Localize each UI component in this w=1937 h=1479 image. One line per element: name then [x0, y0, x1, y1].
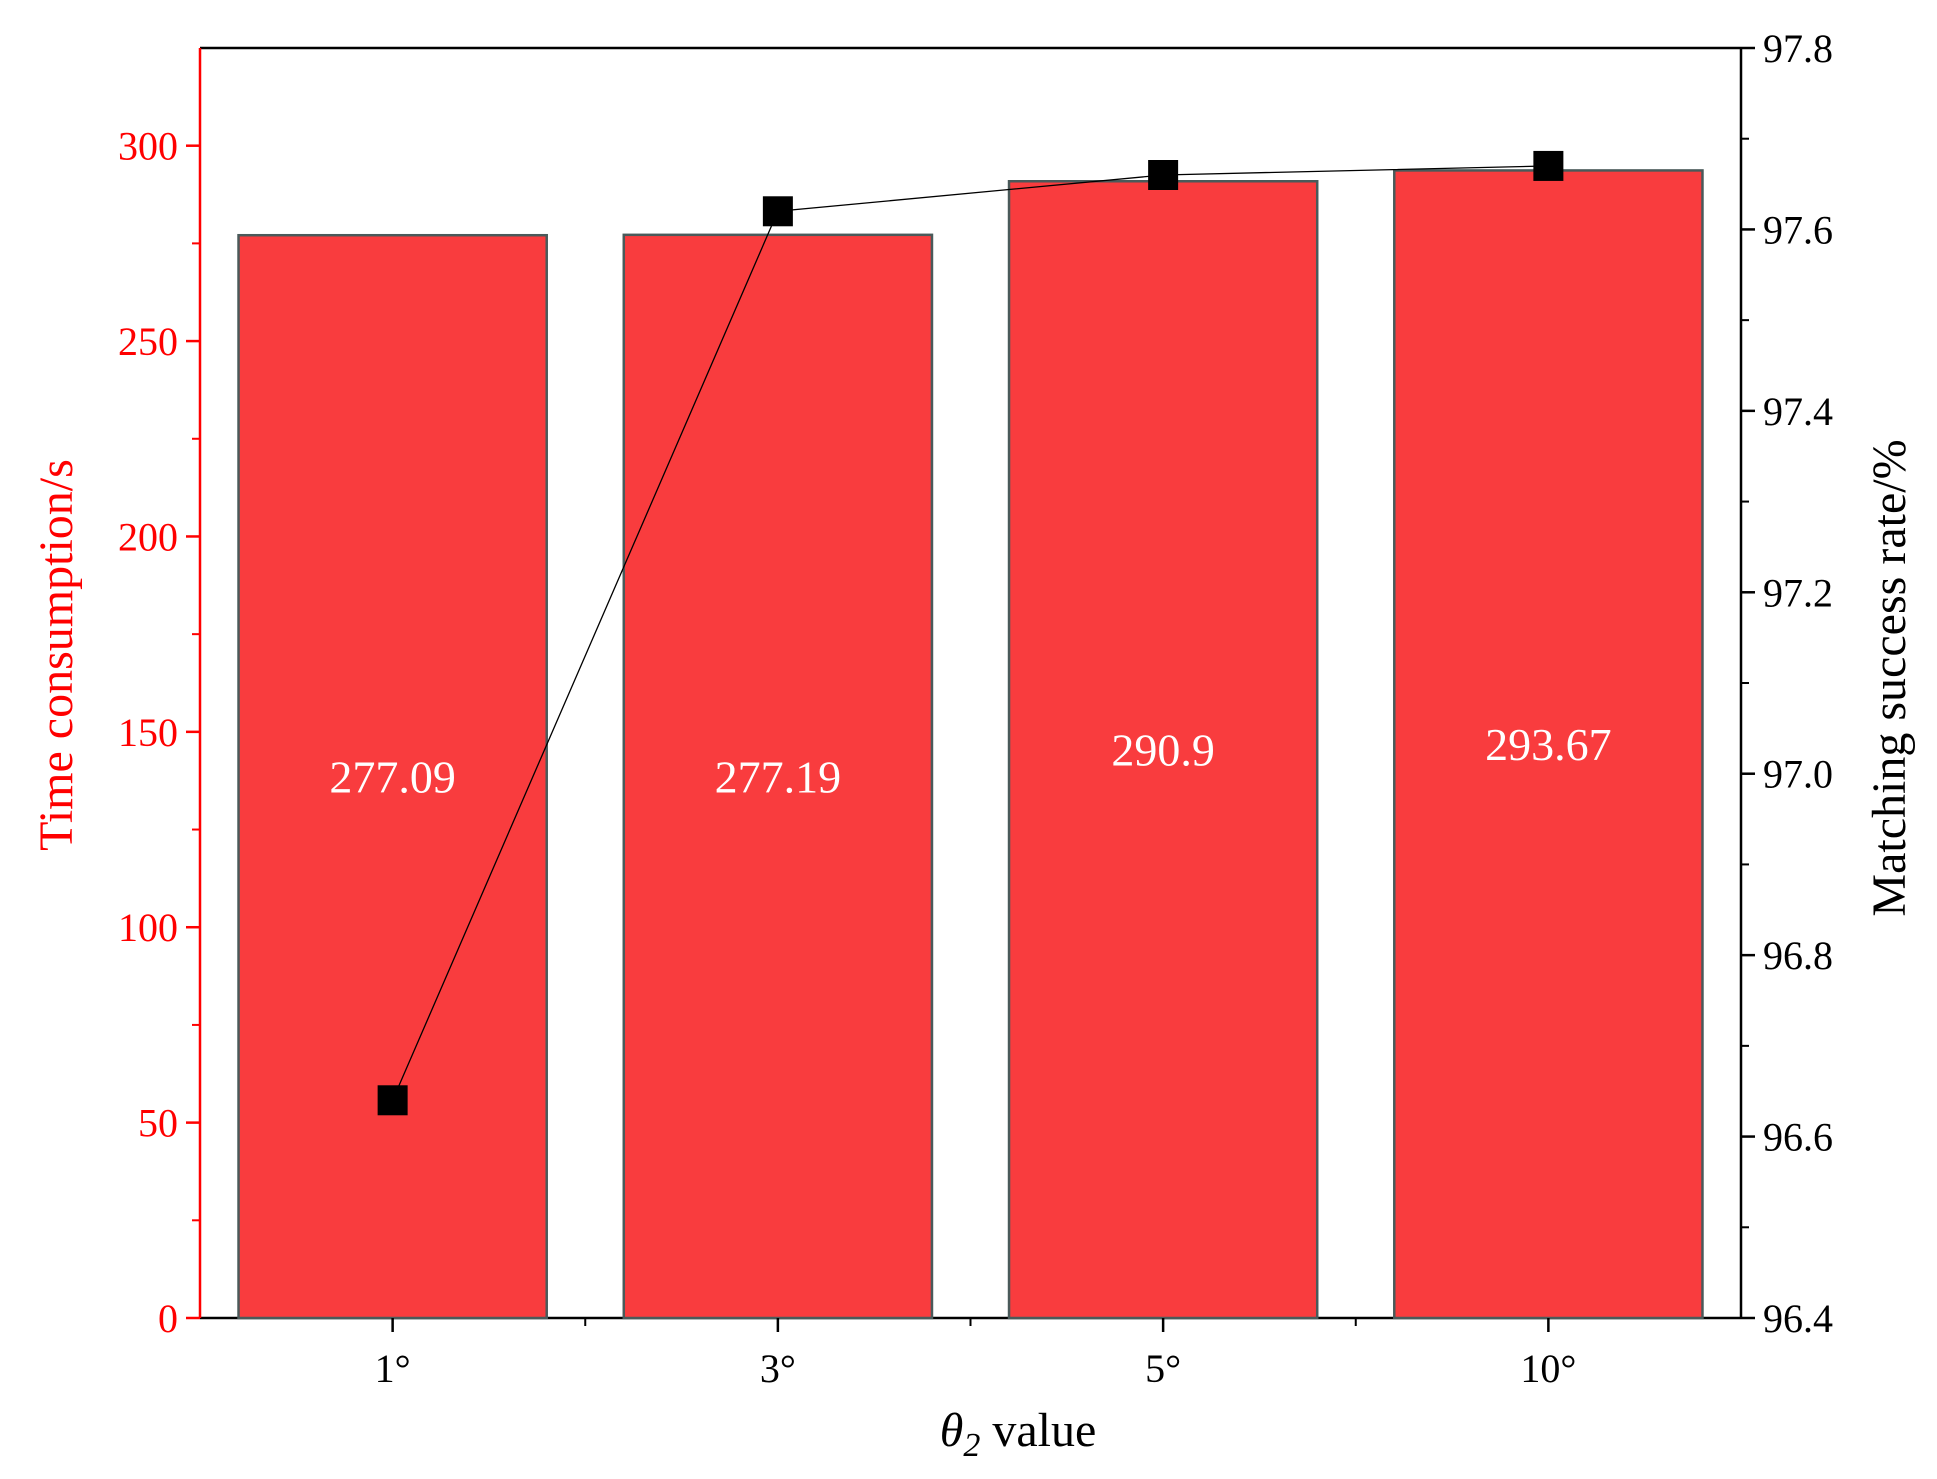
bar-2	[1007, 180, 1319, 1320]
x-axis-title-subscript: 2	[963, 1427, 980, 1464]
right-tick-label-1: 96.6	[1763, 1115, 1833, 1160]
success-rate-marker-1	[762, 196, 793, 227]
bar-data-label-3: 293.67	[1485, 719, 1612, 770]
x-tick-label-0: 1°	[375, 1346, 411, 1391]
x-axis: 1° 3° 5° 10°	[375, 1318, 1576, 1391]
x-tick-label-3: 10°	[1520, 1346, 1576, 1391]
bar-3	[1393, 169, 1704, 1320]
bar-data-label-0: 277.09	[329, 752, 456, 803]
bar-1	[622, 233, 934, 1320]
x-axis-title-symbol: θ	[940, 1404, 964, 1457]
left-y-axis: 0 50 100 150 200 250 300	[118, 48, 202, 1341]
right-y-axis: 96.4 96.6 96.8 97.0 97.2 97.4 97.6 97.8	[1739, 26, 1833, 1341]
left-tick-label-4: 200	[118, 514, 178, 559]
right-tick-label-7: 97.8	[1763, 26, 1833, 71]
success-rate-marker-2	[1148, 160, 1179, 190]
left-tick-label-5: 250	[118, 319, 178, 364]
y-axis-title-right: Matching success rate/%	[1863, 439, 1916, 916]
success-rate-line	[392, 165, 1549, 1101]
x-axis-title: θ2 value	[940, 1404, 1097, 1464]
right-tick-label-0: 96.4	[1763, 1296, 1833, 1341]
line-layer	[377, 150, 1564, 1116]
x-axis-title-text: value	[992, 1404, 1096, 1457]
right-tick-label-5: 97.4	[1763, 389, 1833, 434]
left-tick-label-0: 0	[158, 1296, 178, 1341]
left-tick-label-1: 50	[138, 1101, 178, 1146]
right-tick-label-6: 97.6	[1763, 207, 1833, 252]
x-tick-label-1: 3°	[760, 1346, 796, 1391]
success-rate-marker-0	[377, 1085, 408, 1116]
bar-data-label-1: 277.19	[715, 751, 842, 802]
left-tick-label-2: 100	[118, 905, 178, 950]
left-tick-label-3: 150	[118, 710, 178, 755]
right-tick-label-3: 97.0	[1763, 752, 1833, 797]
y-axis-title-left: Time consumption/s	[30, 459, 83, 851]
left-tick-label-6: 300	[118, 124, 178, 169]
success-rate-marker-3	[1533, 150, 1564, 181]
x-tick-label-2: 5°	[1145, 1346, 1181, 1391]
bar-data-label-2: 290.9	[1111, 725, 1215, 776]
bars-layer	[237, 169, 1704, 1320]
right-tick-label-2: 96.8	[1763, 933, 1833, 978]
right-tick-label-4: 97.2	[1763, 570, 1833, 615]
bar-labels-layer: 277.09 277.19 290.9 293.67	[329, 719, 1611, 802]
bar-0	[237, 233, 548, 1320]
